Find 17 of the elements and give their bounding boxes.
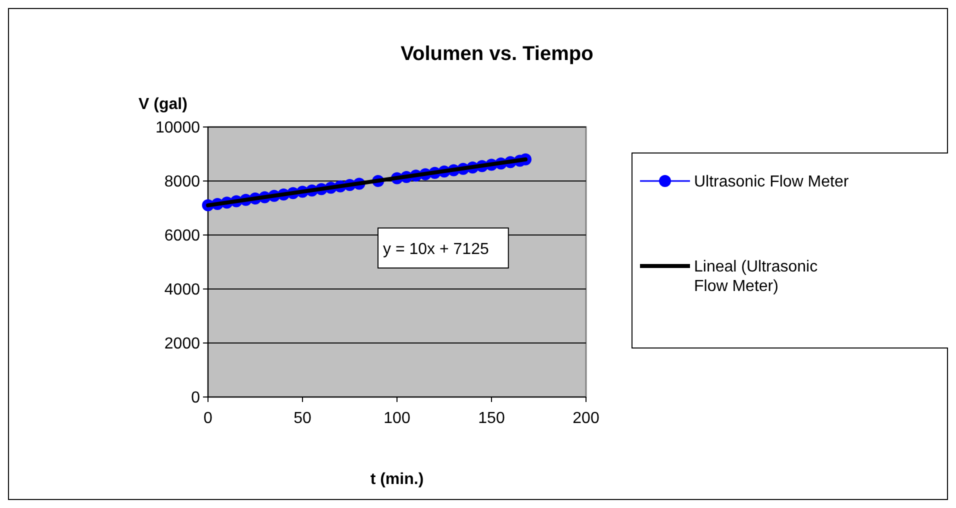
y-tick-label: 6000	[164, 228, 200, 245]
legend-label: Lineal (Ultrasonic Flow Meter)	[694, 258, 818, 295]
x-tick-label: 150	[478, 410, 505, 427]
y-tick-label: 8000	[164, 174, 200, 191]
y-axis-title: V (gal)	[138, 96, 188, 113]
x-tick-label: 100	[384, 410, 410, 427]
chart-title: Volumen vs. Tiempo	[400, 43, 594, 65]
y-tick-label: 2000	[164, 336, 200, 353]
y-tick-label: 0	[191, 390, 200, 407]
x-tick-label: 50	[294, 410, 312, 427]
y-tick-label: 10000	[156, 120, 200, 137]
x-axis-title: t (min.)	[370, 471, 424, 488]
legend-label: Ultrasonic Flow Meter	[694, 174, 850, 191]
annotation: y = 10x + 7125	[383, 241, 489, 258]
x-tick-label: 0	[204, 410, 213, 427]
y-tick-label: 4000	[164, 282, 200, 299]
x-tick-label: 200	[572, 410, 600, 427]
